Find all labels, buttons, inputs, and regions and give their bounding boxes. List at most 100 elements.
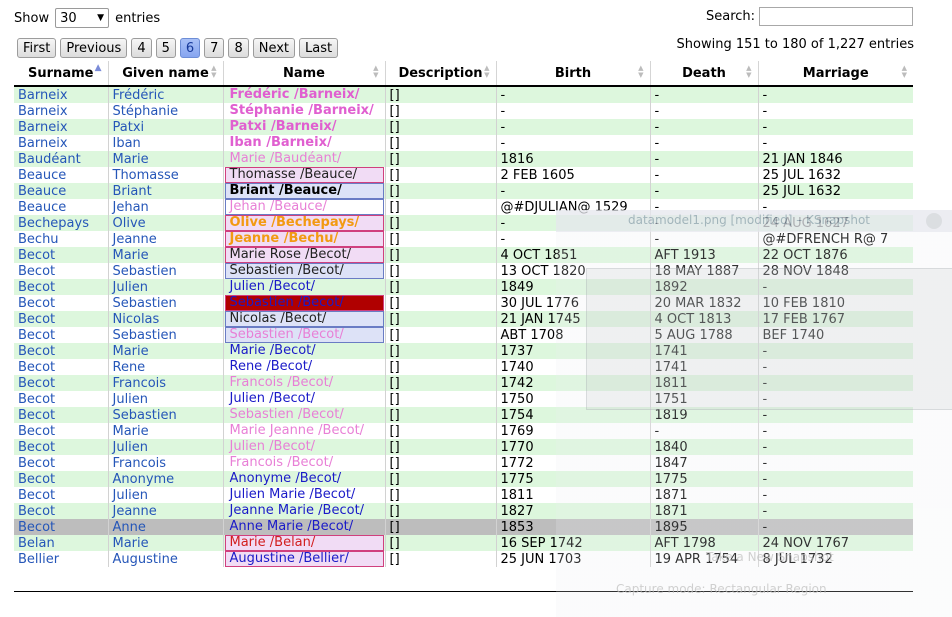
given-name-cell[interactable]: Sebastien — [107, 327, 223, 343]
surname-cell[interactable]: Becot — [14, 407, 108, 423]
given-name-cell[interactable]: Frédéric — [107, 86, 223, 103]
given-name-cell[interactable]: Marie — [107, 535, 223, 551]
surname-cell[interactable]: Barneix — [14, 119, 108, 135]
person-name-link[interactable]: Sebastien /Becot/ — [224, 327, 384, 343]
column-header-given-name[interactable]: Given name ▲ ▼ — [107, 61, 223, 87]
page-button-7[interactable]: 7 — [204, 38, 225, 58]
person-name-link[interactable]: Jehan /Beauce/ — [224, 199, 384, 215]
search-input[interactable] — [759, 7, 914, 26]
person-name-link[interactable]: Anne Marie /Becot/ — [229, 519, 354, 534]
column-header-description[interactable]: Description ▲ ▼ — [384, 61, 496, 87]
last-page-button[interactable]: Last — [299, 38, 339, 58]
table-row[interactable]: Beauce Briant Briant /Beauce/[] - -25 JUL 16… — [14, 183, 913, 199]
person-name-link[interactable]: Marie /Becot/ — [229, 343, 316, 358]
surname-cell[interactable]: Bechu — [14, 231, 108, 247]
person-name-link[interactable]: Francois /Becot/ — [229, 375, 334, 390]
given-name-cell[interactable]: Iban — [107, 135, 223, 151]
person-name-link[interactable]: Marie /Belan/ — [224, 535, 384, 551]
page-button-8[interactable]: 8 — [228, 38, 249, 58]
given-name-cell[interactable]: Anonyme — [107, 471, 223, 487]
surname-cell[interactable]: Barneix — [14, 86, 108, 103]
table-row[interactable]: Becot Sebastien Sebastien /Becot/[] 30 JUL … — [14, 295, 913, 311]
previous-page-button[interactable]: Previous — [60, 38, 128, 58]
surname-cell[interactable]: Beauce — [14, 199, 108, 215]
column-header-marriage[interactable]: Marriage ▲ ▼ — [757, 61, 913, 87]
given-name-cell[interactable]: Augustine — [107, 551, 223, 567]
person-name-link[interactable]: Frédéric /Barneix/ — [229, 87, 360, 102]
surname-cell[interactable]: Becot — [14, 311, 108, 327]
table-row[interactable]: Bellier Augustine Augustine /Bellier/[] 25 … — [14, 551, 913, 567]
surname-cell[interactable]: Bechepays — [14, 215, 108, 231]
person-name-link[interactable]: Julien /Becot/ — [229, 439, 316, 454]
given-name-cell[interactable]: Sebastien — [107, 295, 223, 311]
surname-cell[interactable]: Becot — [14, 359, 108, 375]
surname-cell[interactable]: Bellier — [14, 551, 108, 567]
surname-cell[interactable]: Becot — [14, 471, 108, 487]
given-name-cell[interactable]: Patxi — [107, 119, 223, 135]
person-name-link[interactable]: Julien /Becot/ — [229, 279, 316, 294]
surname-cell[interactable]: Becot — [14, 247, 108, 263]
given-name-cell[interactable]: Briant — [107, 183, 223, 199]
column-header-death[interactable]: Death ▲ ▼ — [649, 61, 758, 87]
table-row[interactable]: Becot Francois Francois /Becot/ [] 1772 1847- — [14, 455, 913, 471]
person-name-link[interactable]: Anonyme /Becot/ — [229, 471, 342, 486]
page-button-6-current[interactable]: 6 — [179, 38, 201, 58]
table-row[interactable]: Barneix Patxi Patxi /Barneix/[] - - - — [14, 119, 913, 135]
surname-cell[interactable]: Becot — [14, 519, 108, 535]
table-row[interactable]: Bechepays Olive Olive /Bechepays/[] - -24 AU… — [14, 215, 913, 231]
person-name-link[interactable]: Sebastien /Becot/ — [224, 295, 384, 311]
person-name-link[interactable]: Marie /Baudéant/ — [229, 151, 342, 166]
person-name-link[interactable]: Iban /Barneix/ — [229, 135, 332, 150]
next-page-button[interactable]: Next — [252, 38, 296, 58]
given-name-cell[interactable]: Jeanne — [107, 503, 223, 519]
table-row[interactable]: Becot Julien Julien /Becot/ [] 1770 1840- — [14, 439, 913, 455]
person-name-link[interactable]: Augustine /Bellier/ — [224, 551, 384, 567]
column-header-birth[interactable]: Birth ▲ ▼ — [495, 61, 650, 87]
table-row[interactable]: Becot Julien Julien /Becot/ [] 1849 1892- — [14, 279, 913, 295]
table-row[interactable]: Becot Julien Julien Marie /Becot/ [] 1811 187… — [14, 487, 913, 503]
table-row[interactable]: Barneix Stéphanie Stéphanie /Barneix/[] - - - — [14, 103, 913, 119]
given-name-cell[interactable]: Sebastien — [107, 407, 223, 423]
given-name-cell[interactable]: Francois — [107, 375, 223, 391]
given-name-cell[interactable]: Stéphanie — [107, 103, 223, 119]
given-name-cell[interactable]: Jeanne — [107, 231, 223, 247]
surname-cell[interactable]: Becot — [14, 279, 108, 295]
person-name-link[interactable]: Sebastien /Becot/ — [229, 407, 344, 422]
surname-cell[interactable]: Beauce — [14, 167, 108, 183]
surname-cell[interactable]: Baudéant — [14, 151, 108, 167]
person-name-link[interactable]: Rene /Becot/ — [229, 359, 313, 374]
table-row[interactable]: Becot Marie Marie Rose /Becot/[] 4 OCT 1851… — [14, 247, 913, 263]
page-button-4[interactable]: 4 — [131, 38, 152, 58]
given-name-cell[interactable]: Olive — [107, 215, 223, 231]
surname-cell[interactable]: Barneix — [14, 135, 108, 151]
surname-cell[interactable]: Becot — [14, 343, 108, 359]
table-row[interactable]: Becot Marie Marie /Becot/ [] 1737 1741- — [14, 343, 913, 359]
given-name-cell[interactable]: Rene — [107, 359, 223, 375]
table-row[interactable]: Becot Sebastien Sebastien /Becot/[] ABT 170… — [14, 327, 913, 343]
given-name-cell[interactable]: Julien — [107, 279, 223, 295]
person-name-link[interactable]: Julien Marie /Becot/ — [229, 487, 356, 502]
given-name-cell[interactable]: Jehan — [107, 199, 223, 215]
given-name-cell[interactable]: Sebastien — [107, 263, 223, 279]
surname-cell[interactable]: Becot — [14, 439, 108, 455]
surname-cell[interactable]: Becot — [14, 423, 108, 439]
column-header-name[interactable]: Name ▲ ▼ — [222, 61, 385, 87]
given-name-cell[interactable]: Marie — [107, 343, 223, 359]
surname-cell[interactable]: Becot — [14, 391, 108, 407]
person-name-link[interactable]: Jeanne Marie /Becot/ — [229, 503, 365, 518]
given-name-cell[interactable]: Julien — [107, 439, 223, 455]
surname-cell[interactable]: Becot — [14, 455, 108, 471]
person-name-link[interactable]: Sebastien /Becot/ — [224, 263, 384, 279]
table-row[interactable]: Bechu Jeanne Jeanne /Bechu/[] - - @#DFRENCH R… — [14, 231, 913, 247]
table-row[interactable]: Becot Jeanne Jeanne Marie /Becot/ [] 1827 187… — [14, 503, 913, 519]
person-name-link[interactable]: Julien /Becot/ — [229, 391, 316, 406]
given-name-cell[interactable]: Marie — [107, 247, 223, 263]
surname-cell[interactable]: Becot — [14, 295, 108, 311]
table-row[interactable]: Becot Francois Francois /Becot/ [] 1742 1811- — [14, 375, 913, 391]
person-name-link[interactable]: Jeanne /Bechu/ — [224, 231, 384, 247]
page-button-5[interactable]: 5 — [155, 38, 176, 58]
person-name-link[interactable]: Briant /Beauce/ — [224, 183, 384, 199]
entries-select[interactable]: 30 ▼ — [55, 8, 110, 28]
given-name-cell[interactable]: Anne — [107, 519, 223, 535]
table-row[interactable]: Barneix Frédéric Frédéric /Barneix/[] - - - — [14, 86, 913, 103]
